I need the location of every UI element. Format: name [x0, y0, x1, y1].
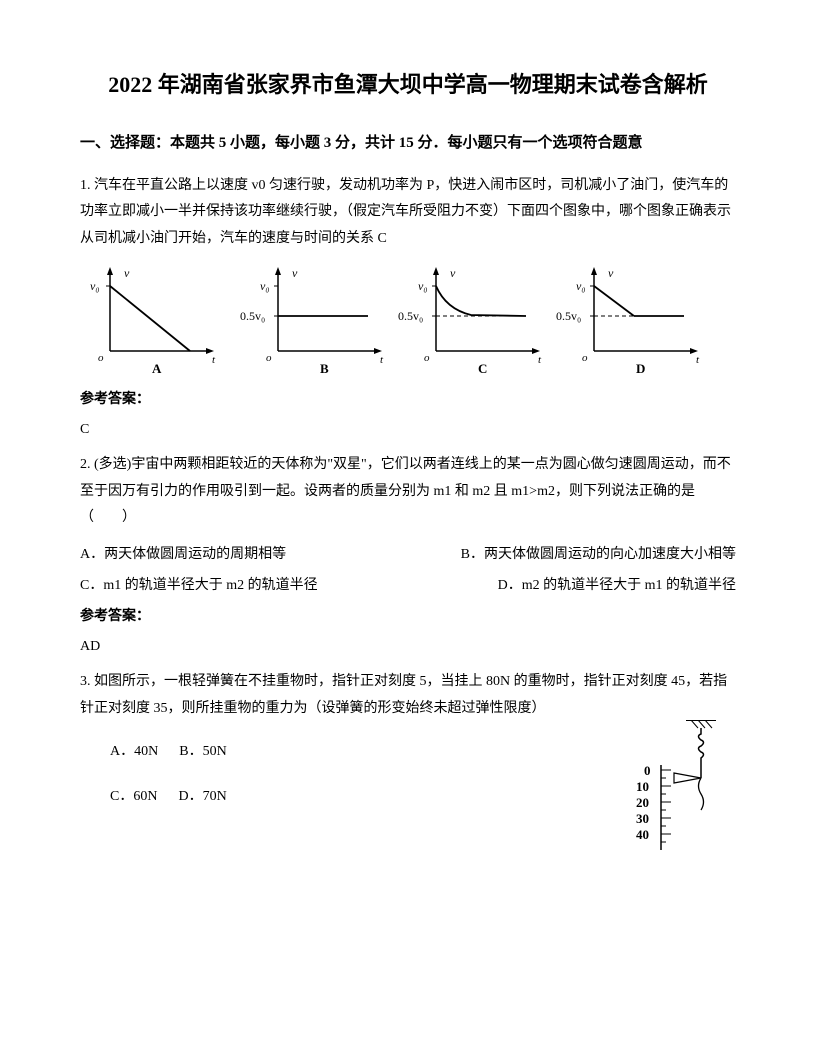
q2-options-ab: A．两天体做圆周运动的周期相等 B．两天体做圆周运动的向心加速度大小相等: [80, 540, 736, 571]
svg-text:D: D: [636, 361, 645, 376]
svg-text:0.5v₀: 0.5v₀: [240, 309, 265, 323]
svg-text:v₀: v₀: [260, 279, 270, 293]
q1-charts: v₀ v o t A v₀ 0.5v₀ v o t B v₀ 0.5v₀ v o…: [80, 261, 736, 381]
svg-text:v: v: [450, 266, 456, 280]
svg-text:v₀: v₀: [418, 279, 428, 293]
q2-answer-label: 参考答案：: [80, 606, 736, 628]
question-2: 2. (多选)宇宙中两颗相距较近的天体称为"双星"，它们以两者连线上的某一点为圆…: [80, 452, 736, 532]
q2-option-d: D．m2 的轨道半径大于 m1 的轨道半径: [498, 571, 736, 602]
svg-text:o: o: [424, 352, 430, 364]
chart-c: v₀ 0.5v₀ v o t C: [396, 261, 546, 381]
svg-text:0: 0: [644, 763, 651, 778]
svg-text:o: o: [266, 352, 272, 364]
svg-text:C: C: [478, 361, 487, 376]
svg-text:t: t: [538, 354, 542, 366]
q3-option-a: A．40N: [110, 744, 158, 759]
question-1: 1. 汽车在平直公路上以速度 v0 匀速行驶，发动机功率为 P，快进入闹市区时，…: [80, 173, 736, 253]
exam-title: 2022 年湖南省张家界市鱼潭大坝中学高一物理期末试卷含解析: [80, 70, 736, 101]
q2-answer: AD: [80, 634, 736, 659]
chart-b: v₀ 0.5v₀ v o t B: [238, 261, 388, 381]
spring-scale-diagram: 0 10 20 30 40: [626, 720, 736, 860]
svg-text:0.5v₀: 0.5v₀: [556, 309, 581, 323]
svg-text:40: 40: [636, 827, 649, 842]
svg-text:v₀: v₀: [576, 279, 586, 293]
svg-text:o: o: [582, 352, 588, 364]
q3-option-c: C．60N: [110, 789, 157, 804]
q2-options-cd: C．m1 的轨道半径大于 m2 的轨道半径 D．m2 的轨道半径大于 m1 的轨…: [80, 571, 736, 602]
svg-text:t: t: [212, 354, 216, 366]
svg-text:v: v: [292, 266, 298, 280]
svg-text:v₀: v₀: [90, 279, 100, 293]
question-3: 3. 如图所示，一根轻弹簧在不挂重物时，指针正对刻度 5，当挂上 80N 的重物…: [80, 669, 736, 722]
svg-text:0.5v₀: 0.5v₀: [398, 309, 423, 323]
svg-text:10: 10: [636, 779, 649, 794]
chart-d: v₀ 0.5v₀ v o t D: [554, 261, 704, 381]
q3-option-d: D．70N: [178, 789, 226, 804]
chart-a: v₀ v o t A: [80, 261, 230, 381]
section-header: 一、选择题：本题共 5 小题，每小题 3 分，共计 15 分．每小题只有一个选项…: [80, 131, 736, 155]
svg-text:v: v: [124, 266, 130, 280]
q3-option-b: B．50N: [179, 744, 226, 759]
q1-answer: C: [80, 417, 736, 442]
svg-text:t: t: [380, 354, 384, 366]
svg-text:30: 30: [636, 811, 649, 826]
svg-text:o: o: [98, 352, 104, 364]
q1-answer-label: 参考答案：: [80, 389, 736, 411]
svg-text:20: 20: [636, 795, 649, 810]
svg-text:A: A: [152, 361, 162, 376]
q2-option-a: A．两天体做圆周运动的周期相等: [80, 540, 286, 571]
svg-text:B: B: [320, 361, 329, 376]
q2-option-b: B．两天体做圆周运动的向心加速度大小相等: [461, 540, 736, 571]
svg-text:v: v: [608, 266, 614, 280]
svg-text:t: t: [696, 354, 700, 366]
q2-option-c: C．m1 的轨道半径大于 m2 的轨道半径: [80, 571, 318, 602]
